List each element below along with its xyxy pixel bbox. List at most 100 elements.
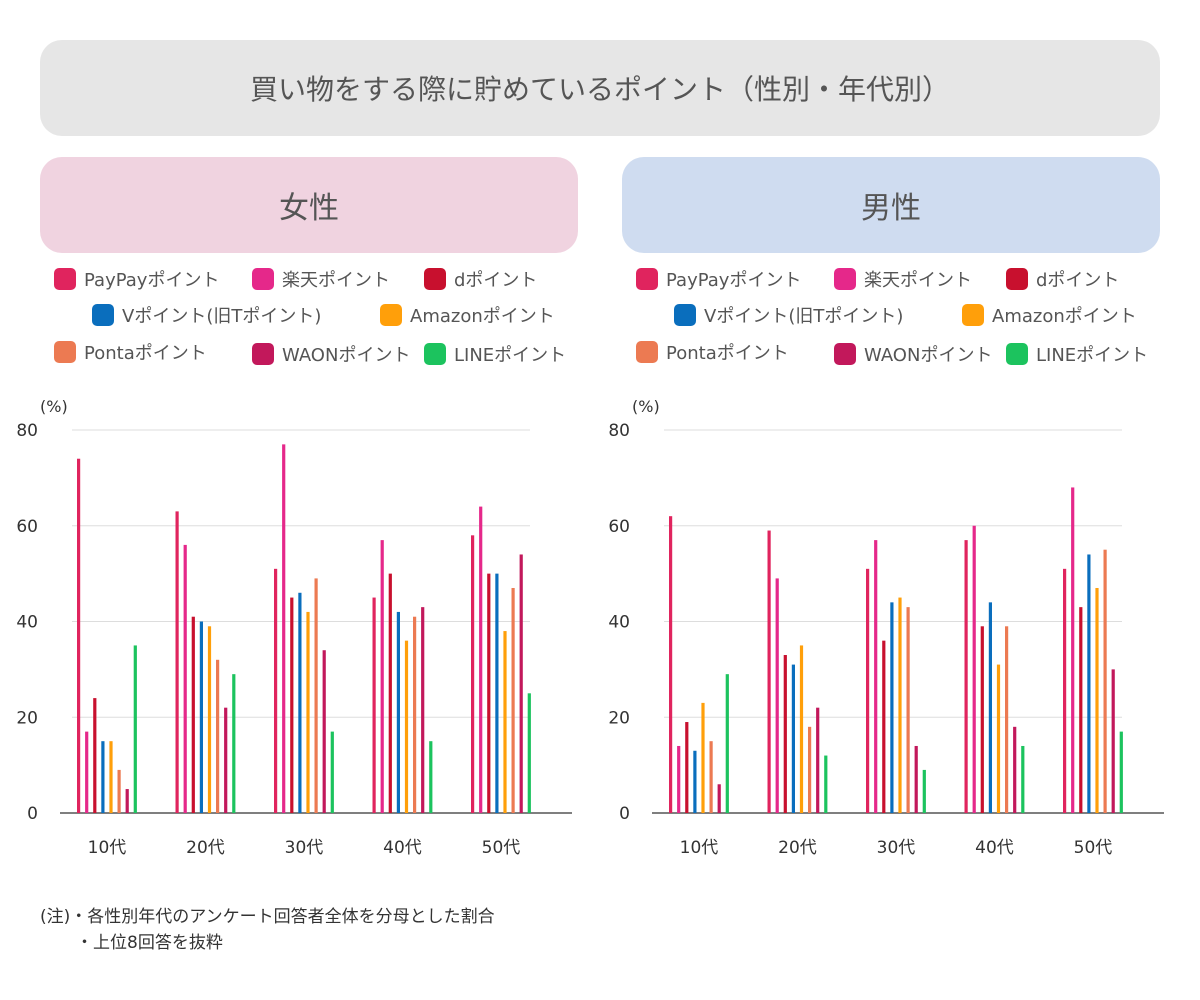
bar: [372, 597, 376, 813]
bar: [669, 516, 673, 813]
bar: [503, 631, 507, 813]
legend-label: Pontaポイント: [666, 343, 789, 364]
y-tick-label: 60: [608, 517, 630, 537]
bar: [988, 602, 992, 813]
bar: [479, 506, 483, 813]
bar: [1103, 549, 1107, 813]
bar: [322, 650, 326, 813]
legend-label: 楽天ポイント: [282, 270, 390, 291]
x-tick-label: 20代: [186, 838, 225, 858]
legend-label: Pontaポイント: [84, 343, 207, 364]
bar: [232, 674, 236, 813]
x-tick-label: 10代: [88, 838, 127, 858]
legend-swatch: [636, 268, 658, 290]
legend-swatch: [92, 304, 114, 326]
bar: [767, 530, 771, 813]
x-tick-label: 30代: [877, 838, 916, 858]
legend-label: WAONポイント: [282, 345, 411, 366]
legend-label: WAONポイント: [864, 345, 993, 366]
bar: [1095, 587, 1099, 813]
bar: [824, 755, 828, 813]
panel-header-male: 男性: [622, 157, 1160, 253]
bar: [709, 741, 713, 813]
legend-item: Pontaポイント: [54, 339, 207, 365]
bar: [429, 741, 433, 813]
panel-title-male: 男性: [861, 191, 921, 226]
bar: [874, 540, 878, 813]
bar: [799, 645, 804, 813]
bar: [77, 458, 81, 813]
bar: [882, 640, 886, 813]
legend-item: PayPayポイント: [636, 266, 801, 292]
panel-header-female: 女性: [40, 157, 578, 253]
legend-swatch: [674, 304, 696, 326]
legend-swatch: [252, 343, 274, 365]
y-tick-label: 40: [16, 613, 38, 633]
y-tick-label: 20: [16, 708, 38, 728]
bar: [996, 664, 1001, 813]
bar: [1063, 568, 1067, 813]
bar: [1111, 669, 1115, 813]
legend-label: dポイント: [1036, 270, 1120, 291]
bar: [808, 726, 812, 813]
bar: [527, 693, 531, 813]
legend-item: WAONポイント: [252, 341, 410, 367]
bar: [487, 573, 491, 813]
legend-swatch: [380, 304, 402, 326]
legend-item: dポイント: [1006, 266, 1119, 292]
legend-label: Vポイント(旧Tポイント): [704, 306, 904, 327]
legend-label: LINEポイント: [1036, 345, 1149, 366]
bar: [866, 568, 870, 813]
legend-label: PayPayポイント: [84, 270, 220, 291]
legend-swatch: [252, 268, 274, 290]
legend-item: PayPayポイント: [54, 266, 219, 292]
legend-label: 楽天ポイント: [864, 270, 972, 291]
legend-swatch: [54, 268, 76, 290]
legend-swatch: [54, 341, 76, 363]
bar: [1071, 487, 1075, 813]
bar: [693, 750, 697, 813]
legend-item: Vポイント(旧Tポイント): [674, 302, 903, 328]
legend-item: Pontaポイント: [636, 339, 789, 365]
legend-item: dポイント: [424, 266, 537, 292]
bar: [519, 554, 523, 813]
bar: [725, 674, 729, 813]
bar: [972, 525, 976, 813]
y-tick-label: 20: [608, 708, 630, 728]
bar: [388, 573, 392, 813]
bar: [85, 731, 89, 813]
bar: [133, 645, 137, 813]
x-tick-label: 30代: [285, 838, 324, 858]
panel-title-female: 女性: [279, 191, 339, 226]
y-axis-unit-label: (%): [40, 397, 68, 416]
bar: [1119, 731, 1123, 813]
bar: [1079, 607, 1083, 813]
bar-chart-female: (%) 0 20 40 60 80 10代 20代 30代 40代 50代: [16, 397, 572, 858]
bar: [980, 626, 984, 813]
chart-title: 買い物をする際に貯めているポイント（性別・年代別）: [40, 40, 1160, 136]
x-tick-label: 50代: [1074, 838, 1113, 858]
x-tick-label: 40代: [383, 838, 422, 858]
legend-label: LINEポイント: [454, 345, 567, 366]
bar: [314, 578, 318, 813]
bar: [471, 535, 475, 813]
legend-swatch: [834, 268, 856, 290]
note-line-1: (注)・各性別年代のアンケート回答者全体を分母とした割合: [40, 907, 495, 927]
bar: [298, 592, 302, 813]
bar: [495, 573, 499, 813]
legend-swatch: [424, 268, 446, 290]
bar: [207, 626, 212, 813]
bar: [1013, 726, 1017, 813]
bar: [1021, 745, 1025, 813]
legend-label: Vポイント(旧Tポイント): [122, 306, 322, 327]
bar: [191, 616, 195, 813]
bar: [101, 741, 105, 813]
y-tick-label: 0: [619, 804, 630, 824]
bar: [109, 741, 113, 813]
bar: [125, 789, 129, 813]
legend-swatch: [636, 341, 658, 363]
y-axis-unit-label: (%): [632, 397, 660, 416]
legend-swatch: [424, 343, 446, 365]
bar: [396, 611, 400, 813]
bar: [890, 602, 894, 813]
